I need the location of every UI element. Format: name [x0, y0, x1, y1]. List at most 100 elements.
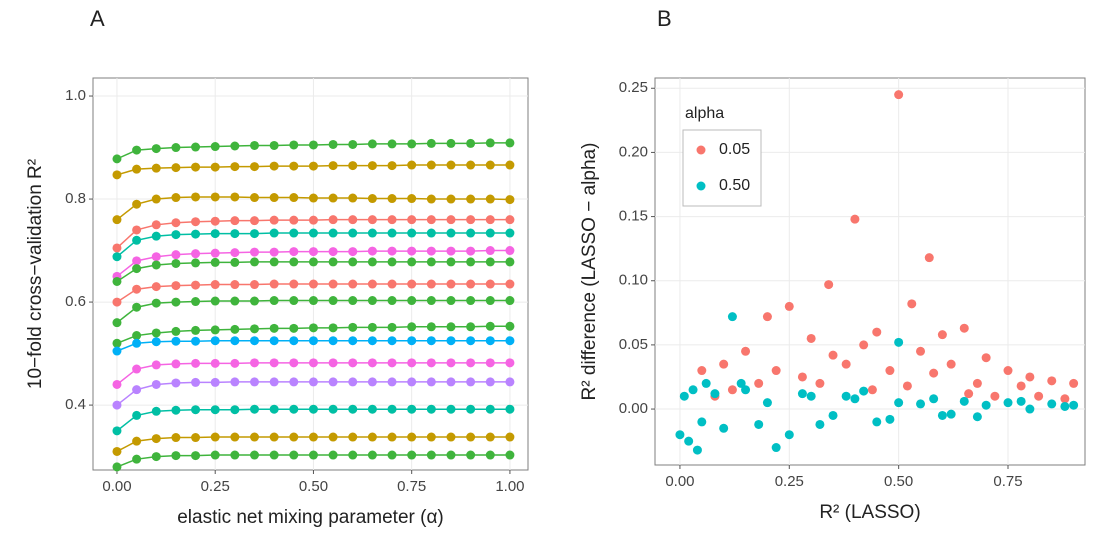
- point: [328, 279, 338, 289]
- point: [937, 410, 947, 420]
- point: [171, 193, 181, 203]
- point: [485, 432, 495, 442]
- point: [112, 426, 122, 436]
- point: [171, 163, 181, 173]
- point: [230, 336, 240, 346]
- point: [269, 336, 279, 346]
- point: [328, 450, 338, 460]
- point: [407, 432, 417, 442]
- point: [505, 377, 515, 387]
- point: [308, 336, 318, 346]
- point: [806, 333, 816, 343]
- point: [250, 193, 260, 203]
- point: [407, 257, 417, 267]
- point: [230, 229, 240, 239]
- point: [697, 417, 707, 427]
- point: [466, 194, 476, 204]
- point: [850, 214, 860, 224]
- point: [289, 432, 299, 442]
- point: [387, 432, 397, 442]
- legend-key: [696, 145, 706, 155]
- point: [171, 258, 181, 268]
- point: [387, 450, 397, 460]
- point: [446, 296, 456, 306]
- point: [171, 405, 181, 415]
- point: [132, 436, 142, 446]
- point: [446, 228, 456, 238]
- point: [426, 432, 436, 442]
- point: [894, 90, 904, 100]
- point: [719, 423, 729, 433]
- point: [466, 432, 476, 442]
- point: [367, 228, 377, 238]
- point: [210, 280, 220, 290]
- point: [679, 391, 689, 401]
- point: [841, 359, 851, 369]
- point: [191, 229, 201, 239]
- point: [426, 279, 436, 289]
- point: [367, 279, 377, 289]
- point: [741, 346, 751, 356]
- x-tick-label: 0.00: [665, 473, 694, 490]
- point: [964, 389, 974, 399]
- point: [151, 298, 161, 308]
- y-tick-label: 0.10: [619, 272, 648, 289]
- point: [250, 162, 260, 172]
- point: [210, 192, 220, 202]
- point: [269, 161, 279, 171]
- point: [269, 193, 279, 203]
- point: [308, 404, 318, 414]
- legend-key: [696, 181, 706, 191]
- panel-label: B: [657, 6, 672, 31]
- point: [348, 215, 358, 225]
- point: [151, 220, 161, 230]
- point: [426, 160, 436, 170]
- point: [426, 246, 436, 256]
- point: [894, 398, 904, 408]
- point: [485, 215, 495, 225]
- point: [485, 246, 495, 256]
- point: [348, 228, 358, 238]
- point: [210, 162, 220, 172]
- point: [762, 398, 772, 408]
- point: [210, 358, 220, 368]
- point: [289, 404, 299, 414]
- point: [191, 162, 201, 172]
- point: [112, 297, 122, 307]
- point: [407, 215, 417, 225]
- point: [828, 410, 838, 420]
- point: [328, 296, 338, 306]
- point: [230, 432, 240, 442]
- point: [466, 138, 476, 148]
- point: [505, 450, 515, 460]
- point: [171, 250, 181, 260]
- point: [485, 228, 495, 238]
- point: [171, 359, 181, 369]
- point: [719, 359, 729, 369]
- point: [485, 336, 495, 346]
- point: [367, 336, 377, 346]
- point: [485, 160, 495, 170]
- point: [112, 318, 122, 328]
- point: [132, 302, 142, 312]
- point: [328, 193, 338, 203]
- point: [367, 404, 377, 414]
- point: [466, 279, 476, 289]
- point: [269, 140, 279, 150]
- point: [348, 432, 358, 442]
- point: [446, 404, 456, 414]
- point: [1047, 376, 1057, 386]
- point: [132, 284, 142, 294]
- point: [466, 228, 476, 238]
- point: [132, 145, 142, 155]
- point: [485, 296, 495, 306]
- point: [191, 280, 201, 290]
- point: [407, 450, 417, 460]
- point: [387, 336, 397, 346]
- point: [1069, 378, 1079, 388]
- point: [308, 358, 318, 368]
- point: [210, 336, 220, 346]
- point: [407, 139, 417, 149]
- point: [929, 368, 939, 378]
